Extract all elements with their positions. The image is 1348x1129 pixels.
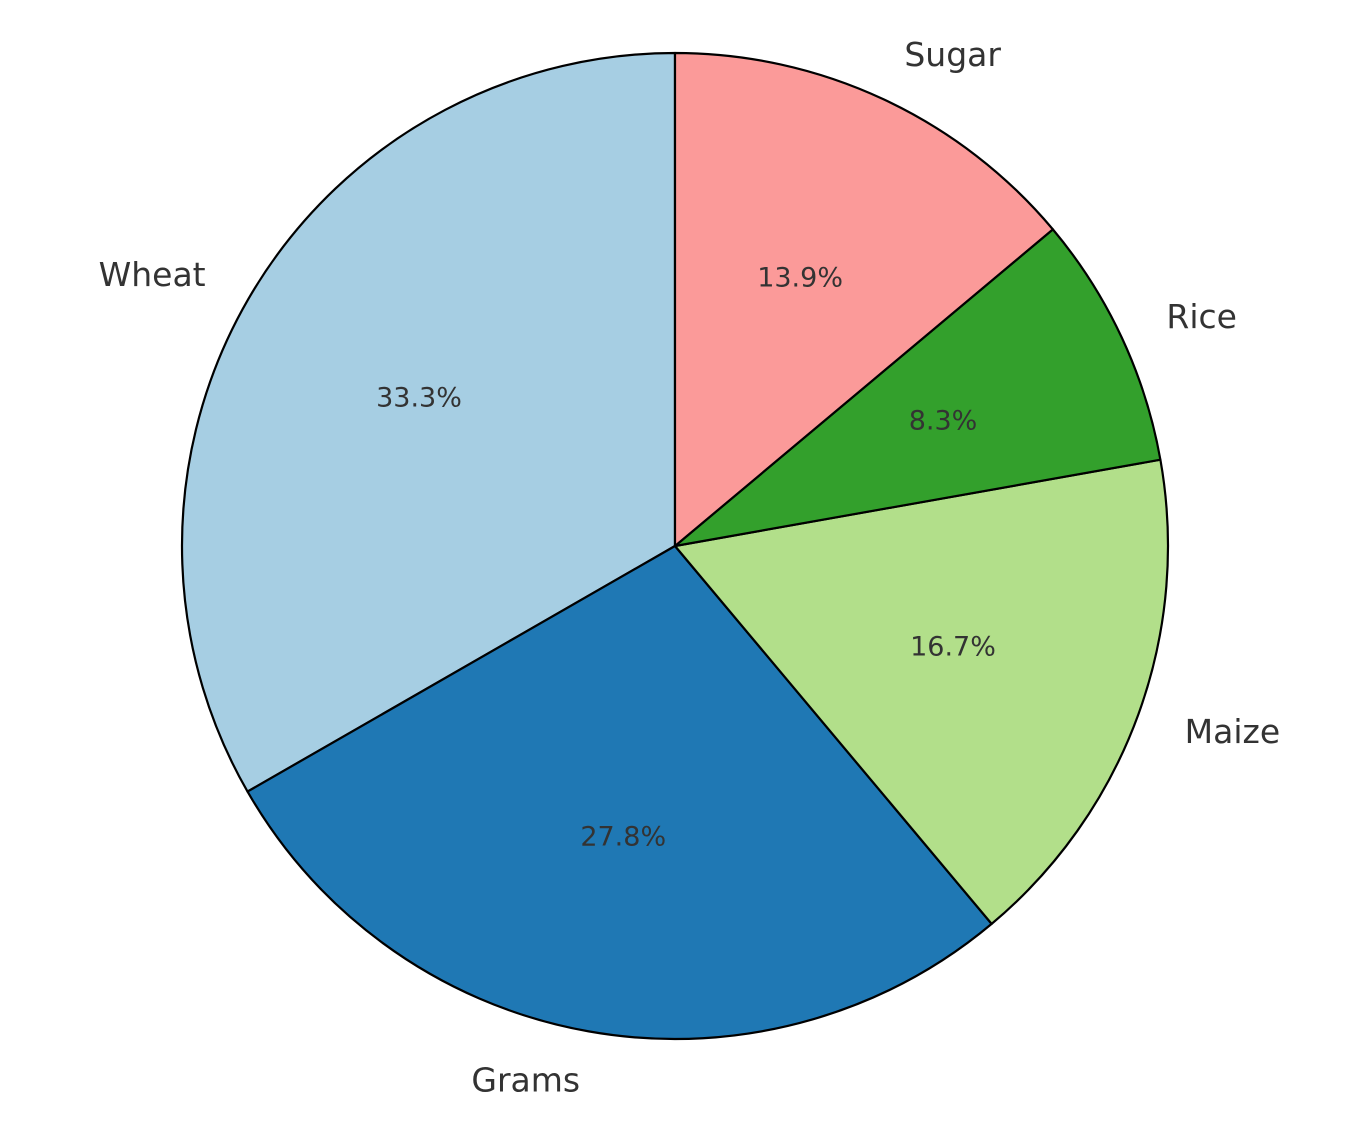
percent-label-grams: 27.8% [580, 822, 666, 853]
category-label-sugar: Sugar [904, 35, 1001, 74]
category-label-wheat: Wheat [99, 255, 206, 294]
pie-slice-maize [673, 458, 1170, 925]
pie-slice-rice [673, 228, 1162, 548]
category-label-grams: Grams [471, 1060, 580, 1099]
percent-label-rice: 8.3% [909, 405, 978, 436]
pie-slice-wheat [180, 51, 677, 793]
category-label-rice: Rice [1166, 297, 1237, 336]
pie-slice-grams [246, 544, 993, 1041]
percent-label-maize: 16.7% [910, 632, 996, 663]
percent-label-sugar: 13.9% [757, 262, 843, 293]
pie-slices [180, 51, 1170, 1041]
pie-slice-sugar [673, 51, 1054, 548]
percent-label-wheat: 33.3% [376, 382, 462, 413]
pie-labels: Wheat 33.3% Grams 27.8% Maize 16.7% Rice 8.3% Su… [99, 35, 1281, 1099]
category-label-maize: Maize [1185, 712, 1281, 751]
